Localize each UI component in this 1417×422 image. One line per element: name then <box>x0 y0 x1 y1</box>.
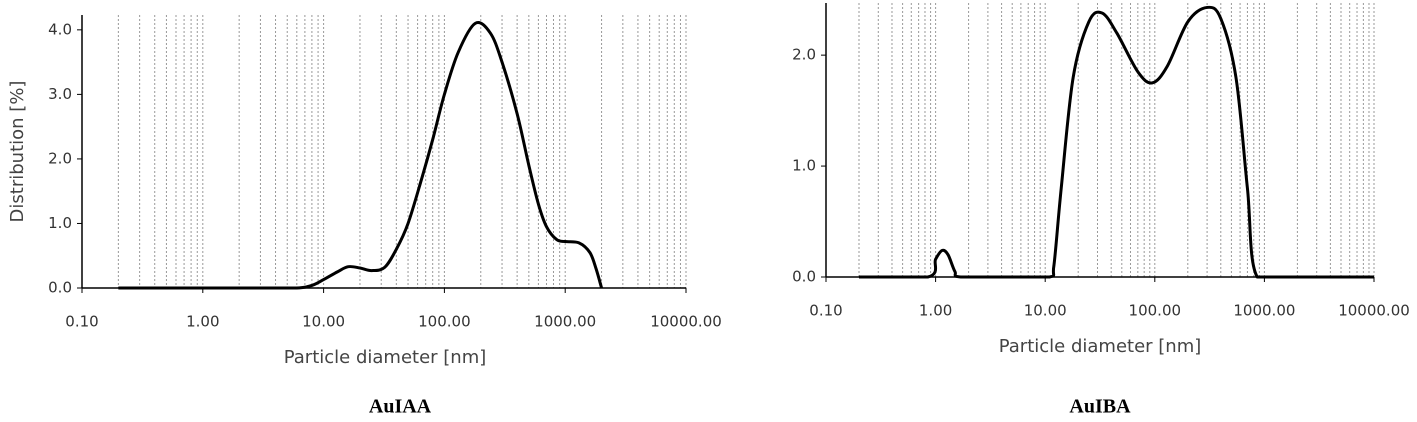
x-tick-label: 100.00 <box>1129 302 1182 320</box>
y-tick-label: 2.0 <box>48 149 72 167</box>
y-tick-label: 1.0 <box>792 157 816 175</box>
y-tick-label: 3.0 <box>48 85 72 103</box>
x-tick-label: 1000.00 <box>1233 302 1295 320</box>
x-tick-label: 100.00 <box>418 313 471 331</box>
x-tick-label: 10000.00 <box>1338 302 1410 320</box>
x-tick-label: 0.10 <box>809 302 842 320</box>
x-axis-label: Particle diameter [nm] <box>999 336 1202 357</box>
caption: AuIAA <box>369 396 432 418</box>
x-tick-label: 1.00 <box>186 313 219 331</box>
line <box>858 5 1374 279</box>
y-tick-label: 1.0 <box>48 214 72 232</box>
x-tick-label: 10.00 <box>302 313 345 331</box>
y-tick-label: 0.0 <box>48 279 72 297</box>
y-tick-label: 4.0 <box>48 20 72 38</box>
x-tick-label: 1.00 <box>919 302 952 320</box>
x-tick-label: 0.10 <box>65 313 98 331</box>
y-tick-label: 0.0 <box>792 268 816 286</box>
y-axis-label: Distribution [%] <box>7 81 28 223</box>
x-axis-label: Particle diameter [nm] <box>284 347 487 368</box>
x-tick-label: 10.00 <box>1024 302 1067 320</box>
x-tick-label: 1000.00 <box>534 313 596 331</box>
x-tick-label: 10000.00 <box>650 313 722 331</box>
y-tick-label: 2.0 <box>792 46 816 64</box>
caption: AuIBA <box>1069 396 1131 418</box>
line <box>118 21 604 290</box>
